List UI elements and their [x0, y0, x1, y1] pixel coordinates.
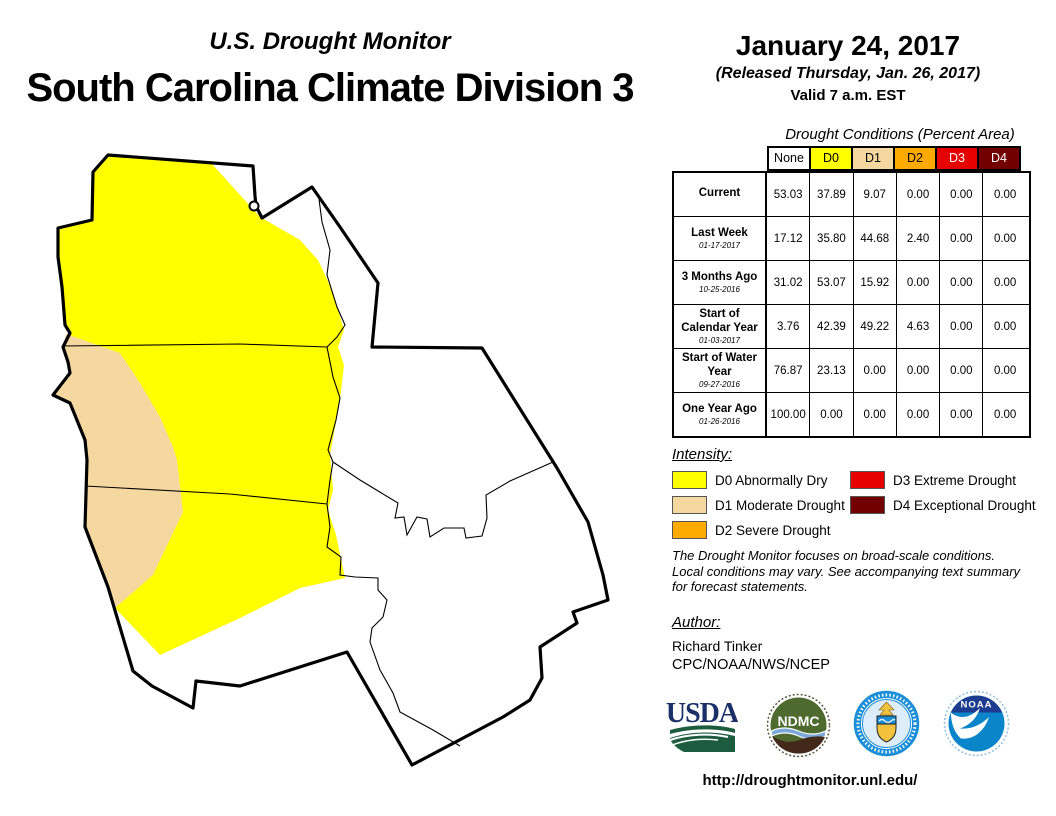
row-label: Start of Calendar Year — [681, 308, 758, 334]
county-lines — [62, 198, 554, 747]
row-label: One Year Ago — [682, 402, 757, 415]
col-header-d4: D4 — [977, 146, 1021, 171]
drought-map — [51, 153, 610, 767]
usda-logo: USDA — [666, 698, 738, 752]
table-row: Last Week 01-17-2017 17.12 35.80 44.68 2… — [674, 217, 1029, 261]
cell-value: 0.00 — [940, 393, 984, 436]
cell-value: 42.39 — [810, 305, 854, 348]
disclaimer-text: The Drought Monitor focuses on broad-sca… — [672, 548, 1021, 594]
cell-value: 53.07 — [810, 261, 854, 304]
row-label: Current — [698, 187, 741, 200]
cell-value: 31.02 — [767, 261, 811, 304]
commerce-seal-logo — [853, 690, 920, 757]
noaa-logo: NOAA — [943, 690, 1010, 757]
table-header-row: None D0 D1 D2 D3 D4 — [767, 146, 1021, 171]
table-title: Drought Conditions (Percent Area) — [785, 126, 1015, 143]
cell-value: 0.00 — [993, 408, 1017, 421]
col-header-d3: D3 — [935, 146, 979, 171]
legend-item-d3: D3 Extreme Drought — [850, 471, 1016, 489]
d1-swatch — [672, 496, 707, 514]
table-row: Start of Water Year 09-27-2016 76.87 23.… — [674, 349, 1029, 393]
col-header-d1: D1 — [851, 146, 895, 171]
release-date: (Released Thursday, Jan. 26, 2017) — [715, 65, 981, 82]
legend-title: Intensity: — [672, 446, 733, 463]
d4-swatch — [850, 496, 885, 514]
cell-value: 0.00 — [993, 188, 1017, 201]
col-header-d2: D2 — [893, 146, 937, 171]
cell-value: 0.00 — [810, 393, 854, 436]
row-date: 01-26-2016 — [699, 417, 740, 427]
col-header-none: None — [767, 146, 811, 171]
svg-text:NDMC: NDMC — [778, 713, 820, 729]
cell-value: 0.00 — [897, 173, 941, 216]
col-header-d0: D0 — [809, 146, 853, 171]
row-label: Last Week — [691, 226, 748, 239]
cell-value: 9.07 — [854, 173, 897, 216]
cell-value: 4.63 — [897, 305, 941, 348]
cell-value: 23.13 — [810, 349, 854, 392]
droughtmonitor-url[interactable]: http://droughtmonitor.unl.edu/ — [702, 772, 918, 789]
cell-value: 0.00 — [940, 217, 984, 260]
legend-item-d4: D4 Exceptional Drought — [850, 496, 1036, 514]
cell-value: 53.03 — [767, 173, 811, 216]
cell-value: 0.00 — [897, 349, 941, 392]
table-row: Current 53.03 37.89 9.07 0.00 0.00 0.00 — [674, 173, 1029, 217]
row-date: 09-27-2016 — [699, 379, 740, 389]
row-date: 01-17-2017 — [699, 241, 740, 251]
cell-value: 17.12 — [767, 217, 811, 260]
cell-value: 0.00 — [854, 393, 897, 436]
author-title: Author: — [672, 614, 721, 631]
cell-value: 37.89 — [810, 173, 854, 216]
cell-value: 0.00 — [940, 305, 984, 348]
cell-value: 0.00 — [993, 364, 1017, 377]
row-label: 3 Months Ago — [681, 270, 758, 283]
cell-value: 0.00 — [993, 320, 1017, 333]
table-row: 3 Months Ago 10-25-2016 31.02 53.07 15.9… — [674, 261, 1029, 305]
drought-table: None D0 D1 D2 D3 D4 Current 53.03 37.89 … — [672, 146, 1032, 438]
cell-value: 100.00 — [767, 393, 811, 436]
ndmc-logo: NDMC — [766, 693, 831, 758]
row-date: 01-03-2017 — [699, 335, 740, 345]
cell-value: 49.22 — [854, 305, 897, 348]
date-block: January 24, 2017 (Released Thursday, Jan… — [698, 30, 998, 104]
cell-value: 0.00 — [940, 173, 984, 216]
row-date: 10-25-2016 — [699, 285, 740, 295]
table-row: One Year Ago 01-26-2016 100.00 0.00 0.00… — [674, 393, 1029, 436]
cell-value: 0.00 — [897, 261, 941, 304]
legend-item-d2: D2 Severe Drought — [672, 521, 831, 539]
author-name: Richard Tinker — [672, 638, 763, 654]
row-label: Start of Water Year — [682, 352, 757, 378]
cell-value: 76.87 — [767, 349, 811, 392]
cell-value: 0.00 — [993, 276, 1017, 289]
boundary-hook — [248, 200, 260, 212]
cell-value: 0.00 — [940, 349, 984, 392]
monitor-title: U.S. Drought Monitor — [209, 28, 451, 55]
table-body: Current 53.03 37.89 9.07 0.00 0.00 0.00 … — [672, 171, 1031, 438]
cell-value: 44.68 — [854, 217, 897, 260]
author-org: CPC/NOAA/NWS/NCEP — [672, 657, 830, 673]
cell-value: 0.00 — [897, 393, 941, 436]
d3-swatch — [850, 471, 885, 489]
cell-value: 0.00 — [993, 232, 1017, 245]
cell-value: 0.00 — [940, 261, 984, 304]
division-boundary — [51, 153, 610, 767]
legend-item-d1: D1 Moderate Drought — [672, 496, 845, 514]
cell-value: 0.00 — [854, 349, 897, 392]
d0-swatch — [672, 471, 707, 489]
d2-swatch — [672, 521, 707, 539]
svg-text:NOAA: NOAA — [961, 700, 993, 711]
map-date: January 24, 2017 — [735, 30, 961, 61]
valid-time: Valid 7 a.m. EST — [790, 87, 906, 104]
cell-value: 35.80 — [810, 217, 854, 260]
svg-text:USDA: USDA — [666, 698, 738, 729]
cell-value: 2.40 — [897, 217, 941, 260]
cell-value: 15.92 — [854, 261, 897, 304]
cell-value: 3.76 — [767, 305, 811, 348]
page-title: South Carolina Climate Division 3 — [26, 66, 634, 110]
table-row: Start of Calendar Year 01-03-2017 3.76 4… — [674, 305, 1029, 349]
legend-item-d0: D0 Abnormally Dry — [672, 471, 828, 489]
d1-area — [53, 334, 183, 608]
